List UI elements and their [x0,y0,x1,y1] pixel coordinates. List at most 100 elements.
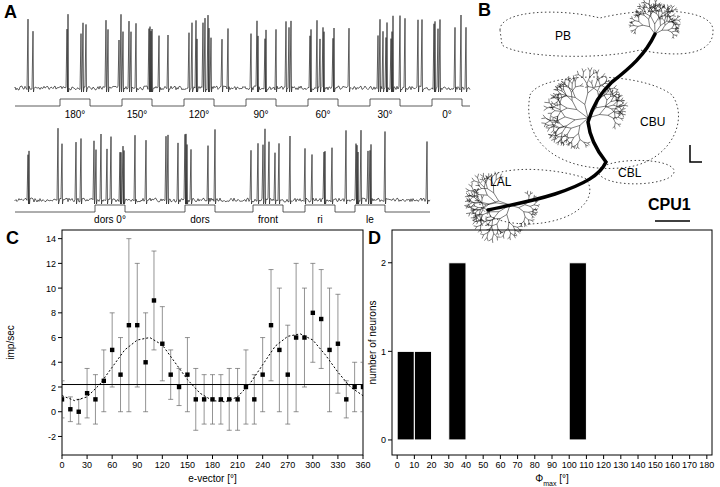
scale-bar [690,145,702,162]
data-point [77,410,81,414]
data-point [294,335,298,339]
data-point [194,397,198,401]
x-tick [655,455,656,459]
error-bar [210,375,215,424]
x-tick [397,455,398,459]
x-tick [262,455,263,459]
spike-trace [15,128,430,204]
x-tick [603,455,604,459]
y-tick [388,351,392,352]
y-tick-label: 1 [381,347,386,357]
x-tick-label: 150 [180,460,195,470]
x-tick [500,455,501,459]
error-bar [177,368,182,405]
histogram-bar [638,439,655,440]
error-bar [310,263,315,362]
error-bar [193,368,198,430]
x-axis-label: Φmax [°] [535,473,569,487]
stimulus-label: ri [317,214,323,225]
x-axis-label: e-vector [°] [188,473,237,484]
x-tick-label: 10 [409,460,419,470]
x-tick-label: 20 [427,460,437,470]
region-label: CBU [640,115,665,129]
histogram-bar [655,439,672,440]
x-axis-label-part: max [543,480,557,487]
y-tick-label: 12 [46,259,56,269]
stimulus-label: 120° [189,109,210,120]
data-point [244,385,248,389]
histogram-bar [552,439,569,440]
x-tick-label: 360 [355,460,370,470]
error-bar [135,263,140,387]
x-tick [112,455,113,459]
x-axis-label-part: Φ [535,473,543,484]
x-tick [363,455,364,459]
error-bar [118,338,123,412]
data-point [252,397,256,401]
y-tick [58,238,62,239]
y-tick [58,362,62,363]
y-tick-label: 14 [46,234,56,244]
x-tick [706,455,707,459]
stimulus-label: 60° [315,109,330,120]
plot-frame [62,230,363,455]
x-tick-label: 210 [230,460,245,470]
x-tick-label: 60 [107,460,117,470]
data-point [68,407,72,411]
x-tick [87,455,88,459]
error-bar [85,368,90,417]
data-point [311,311,315,315]
region-outline [598,160,674,183]
y-tick-label: -2 [48,432,56,442]
region-label: CBL [618,166,642,180]
error-bar [93,375,98,424]
spike-trace [15,14,470,92]
x-tick [431,455,432,459]
error-bar [151,251,156,350]
error-bar [202,375,207,424]
error-bar [68,397,73,422]
histogram-bar [397,351,414,440]
x-tick [237,455,238,459]
data-point [168,372,172,376]
error-bar [260,338,265,412]
error-bar [361,362,364,411]
y-tick-label: 0 [51,407,56,417]
x-tick-label: 130 [613,460,628,470]
x-tick [162,455,163,459]
data-point [127,323,131,327]
x-tick-label: 110 [579,460,593,470]
data-point [277,348,281,352]
error-bar [285,325,290,424]
y-tick [388,262,392,263]
y-tick-label: 6 [51,333,56,343]
x-tick-label: 270 [280,460,295,470]
x-tick [483,455,484,459]
plot-area [397,263,586,440]
plot-frame [392,230,712,455]
x-tick-label: 300 [305,460,320,470]
x-tick-label: 120 [596,460,611,470]
histogram-bar [569,263,586,440]
y-tick [388,439,392,440]
histogram-bar [672,439,689,440]
histogram-bar [518,439,535,440]
x-tick [534,455,535,459]
error-bar [319,270,324,369]
x-tick [187,455,188,459]
y-tick-label: 8 [51,308,56,318]
error-bar [335,294,340,393]
stimulus-label: dors 0° [94,214,126,225]
error-bar [126,239,131,412]
error-bar [110,313,115,387]
data-point [93,397,97,401]
x-tick-label: 50 [478,460,488,470]
histogram-bar [586,439,603,440]
x-tick-label: 60 [495,460,505,470]
panel-letter: C [6,228,19,248]
region-label: PB [555,29,571,43]
histogram-bar [466,439,483,440]
x-tick [137,455,138,459]
y-tick [58,337,62,338]
x-tick [638,455,639,459]
